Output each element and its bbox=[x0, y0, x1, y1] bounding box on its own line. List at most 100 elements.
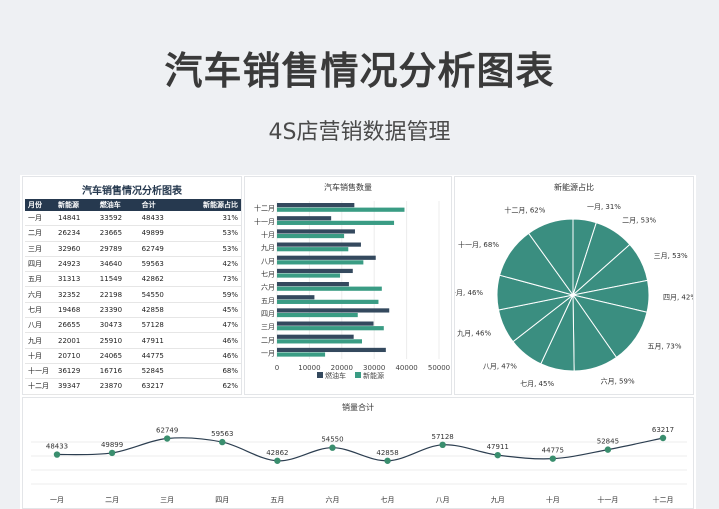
bar-fuel bbox=[277, 308, 390, 313]
cell-fuel: 30473 bbox=[96, 317, 139, 334]
line-point bbox=[274, 457, 281, 464]
bar-x-tick: 0 bbox=[275, 364, 279, 372]
cell-ev-share: 31% bbox=[180, 211, 241, 227]
cell-total: 44775 bbox=[138, 348, 181, 364]
cell-ev: 32352 bbox=[55, 286, 97, 303]
cell-total: 57128 bbox=[138, 317, 181, 334]
cell-total: 62749 bbox=[138, 241, 181, 257]
line-point bbox=[163, 435, 171, 442]
bar-ev bbox=[277, 312, 358, 318]
bar-category-label: 八月 bbox=[261, 257, 275, 265]
bar-category-label: 二月 bbox=[261, 336, 275, 344]
line-data-label: 59563 bbox=[211, 430, 233, 438]
cell-ev: 20710 bbox=[55, 348, 97, 364]
line-chart: 48433 一月 49899 二月 62749 三月 59563 四月 42862 五月 54550… bbox=[31, 426, 687, 504]
line-x-label: 十一月 bbox=[597, 495, 618, 504]
pie-chart-title: 新能源占比 bbox=[554, 183, 594, 192]
cell-month: 六月 bbox=[25, 286, 55, 303]
line-point bbox=[549, 455, 557, 462]
bar-category-label: 九月 bbox=[261, 243, 275, 252]
line-x-label: 六月 bbox=[325, 495, 339, 504]
cell-ev: 26234 bbox=[55, 225, 97, 242]
line-point bbox=[659, 434, 667, 442]
line-x-label: 三月 bbox=[160, 496, 174, 504]
line-point bbox=[604, 446, 612, 453]
cell-ev: 31313 bbox=[55, 271, 97, 288]
pie-slice-label: 六月, 59% bbox=[601, 377, 635, 386]
bar-ev bbox=[277, 220, 395, 225]
cell-ev-share: 59% bbox=[180, 286, 241, 303]
cell-fuel: 24065 bbox=[96, 348, 139, 364]
bar-ev bbox=[277, 352, 326, 357]
cell-month: 十一月 bbox=[25, 363, 55, 380]
table-header-row: 月份 新能源 燃油车 合计 新能源占比 bbox=[25, 199, 241, 211]
table-row: 四月 24923 34640 59563 42% bbox=[25, 256, 241, 273]
bar-category-label: 三月 bbox=[261, 323, 275, 331]
bar-x-tick: 10000 bbox=[298, 364, 320, 372]
cell-fuel: 23390 bbox=[96, 302, 139, 319]
cell-ev: 32960 bbox=[55, 241, 97, 257]
pie-slice-label: 十二月, 62% bbox=[504, 205, 545, 214]
legend-swatch-fuel bbox=[317, 372, 323, 378]
bar-fuel bbox=[277, 334, 354, 339]
bar-fuel bbox=[277, 321, 374, 326]
cell-ev-share: 46% bbox=[180, 348, 241, 364]
bar-category-label: 四月 bbox=[261, 310, 275, 318]
line-data-label: 54550 bbox=[321, 436, 343, 444]
bar-ev bbox=[277, 286, 382, 291]
cell-ev-share: 45% bbox=[180, 302, 241, 319]
cell-total: 54550 bbox=[138, 286, 181, 303]
line-data-label: 42862 bbox=[266, 449, 288, 457]
cell-ev-share: 42% bbox=[180, 256, 241, 273]
line-x-label: 十月 bbox=[546, 495, 560, 504]
bar-fuel bbox=[277, 268, 353, 274]
line-point bbox=[219, 438, 226, 446]
cell-ev: 26655 bbox=[55, 317, 97, 334]
pie-slice-label: 七月, 45% bbox=[520, 379, 554, 388]
cell-month: 十月 bbox=[25, 348, 55, 364]
table-row: 三月 32960 29789 62749 53% bbox=[25, 241, 241, 257]
cell-ev-share: 46% bbox=[180, 332, 241, 349]
bar-ev bbox=[277, 326, 384, 331]
table-row: 八月 26655 30473 57128 47% bbox=[25, 317, 241, 334]
header-ev: 新能源 bbox=[55, 199, 97, 211]
line-data-label: 49899 bbox=[101, 441, 123, 449]
bar-fuel bbox=[277, 216, 332, 221]
bar-x-tick: 30000 bbox=[363, 364, 385, 372]
cell-ev: 36129 bbox=[55, 363, 97, 380]
cell-fuel: 23870 bbox=[96, 378, 139, 395]
cell-ev: 22001 bbox=[55, 332, 97, 349]
cell-fuel: 34640 bbox=[96, 256, 139, 273]
header-month: 月份 bbox=[25, 199, 55, 211]
table-row: 二月 26234 23665 49899 53% bbox=[25, 225, 241, 242]
bar-ev bbox=[277, 339, 362, 344]
cell-ev: 24923 bbox=[55, 256, 97, 273]
header-ev-share: 新能源占比 bbox=[180, 199, 241, 211]
cell-ev: 19468 bbox=[55, 302, 97, 319]
bar-category-label: 一月 bbox=[261, 349, 275, 357]
bar-chart: 0 10000 20000 30000 40000 50000 十二月十一月十月九月八月七月… bbox=[254, 201, 450, 380]
cell-ev-share: 68% bbox=[180, 363, 241, 380]
pie-slice-label: 八月, 47% bbox=[483, 362, 517, 370]
cell-fuel: 11549 bbox=[96, 271, 139, 288]
line-point bbox=[329, 444, 336, 451]
cell-fuel: 25910 bbox=[96, 332, 139, 349]
line-x-label: 一月 bbox=[50, 496, 64, 504]
pie-slice-label: 五月, 73% bbox=[648, 342, 682, 350]
pie-slice-label: 十一月, 68% bbox=[458, 240, 499, 249]
bar-x-tick: 50000 bbox=[428, 364, 450, 372]
cell-fuel: 29789 bbox=[96, 241, 139, 257]
bar-ev bbox=[277, 207, 405, 212]
table-row: 十月 20710 24065 44775 46% bbox=[25, 348, 241, 364]
line-x-label: 二月 bbox=[105, 496, 119, 504]
cell-ev: 14841 bbox=[55, 211, 97, 227]
cell-fuel: 22198 bbox=[96, 286, 139, 303]
bar-category-label: 六月 bbox=[261, 283, 275, 292]
cell-month: 九月 bbox=[25, 332, 55, 349]
table-row: 六月 32352 22198 54550 59% bbox=[25, 286, 241, 303]
cell-ev-share: 47% bbox=[180, 317, 241, 334]
table-row: 十一月 36129 16716 52845 68% bbox=[25, 363, 241, 380]
cell-fuel: 33592 bbox=[96, 211, 139, 227]
cell-total: 52845 bbox=[138, 363, 181, 380]
cell-month: 十二月 bbox=[25, 378, 55, 395]
